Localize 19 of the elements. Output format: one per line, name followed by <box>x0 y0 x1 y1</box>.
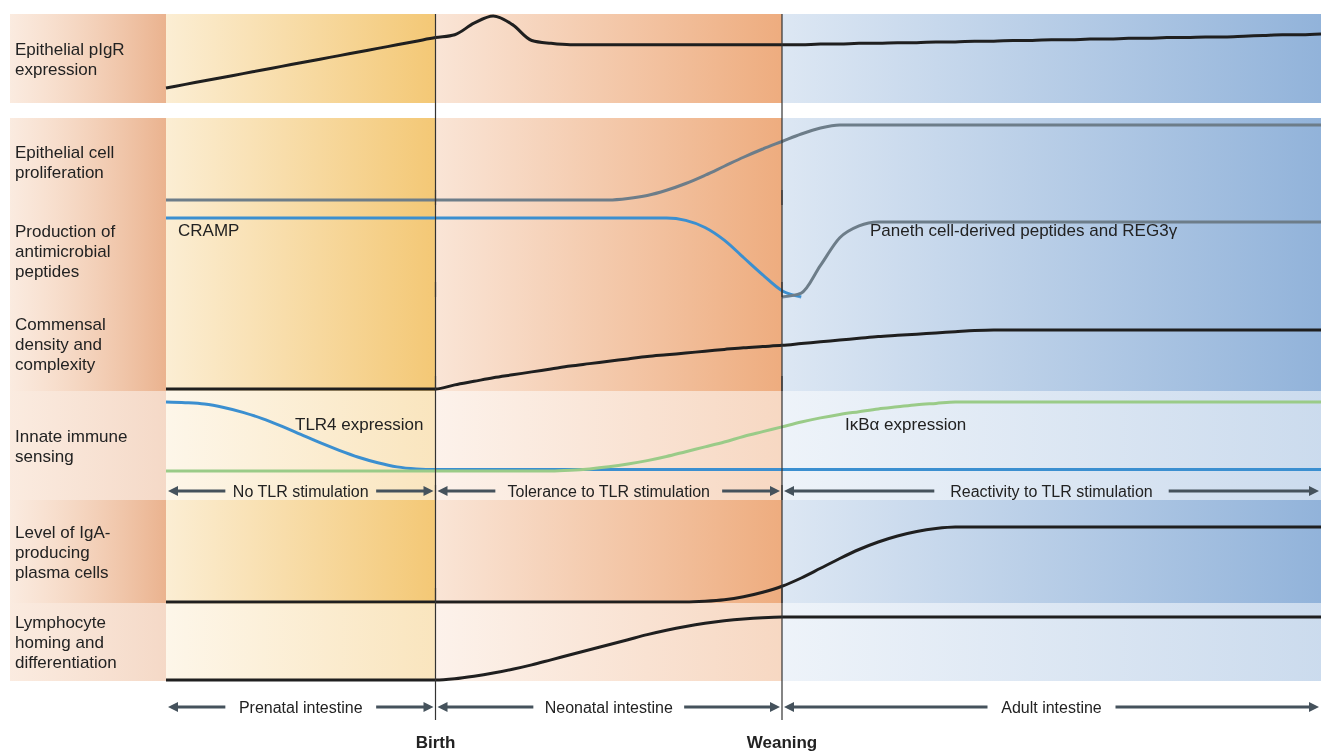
text: Prenatal intestine <box>238 699 363 716</box>
series-label: Paneth cell-derived peptides and REG3γ <box>870 221 1178 240</box>
text: Reactivity to TLR stimulation <box>950 483 1153 500</box>
text: Lymphocyte homing and differentiation <box>15 613 117 672</box>
text: Birth <box>415 733 456 752</box>
series-label: TLR4 expression <box>295 415 424 434</box>
text: Innate immune sensing <box>15 426 128 466</box>
text: Production of antimicrobial peptides <box>15 222 116 281</box>
text: Tolerance to TLR stimulation <box>507 483 710 500</box>
text: Neonatal intestine <box>544 699 673 716</box>
text: Weaning <box>746 733 818 752</box>
text: No TLR stimulation <box>232 483 369 500</box>
text: Epithelial pIgR expression <box>15 39 125 79</box>
text: Level of IgA-producing plasma cells <box>15 522 111 582</box>
series-label: IκBα expression <box>845 415 967 434</box>
text: Epithelial cell proliferation <box>15 142 115 182</box>
chart-title: Commensal density and complexity <box>15 315 106 374</box>
text: Adult intestine <box>1001 699 1102 716</box>
series-label: CRAMP <box>178 221 240 240</box>
